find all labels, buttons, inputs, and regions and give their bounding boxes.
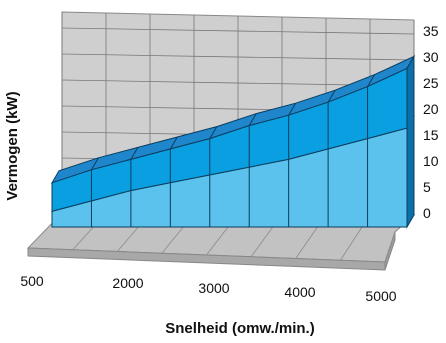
x-tick-label: 5000 bbox=[365, 288, 396, 304]
floor-side bbox=[384, 231, 396, 271]
x-tick-label: 4000 bbox=[284, 284, 315, 300]
series-depth-line bbox=[367, 74, 375, 87]
y-tick-label: 25 bbox=[423, 75, 439, 91]
series-depth-line bbox=[169, 136, 178, 150]
series-depth-line bbox=[91, 157, 99, 171]
series-depth-line bbox=[248, 113, 257, 126]
x-tick-label: 500 bbox=[20, 273, 44, 289]
series-depth-line bbox=[327, 89, 336, 103]
x-axis-ticks: 500 2000 3000 4000 5000 bbox=[20, 273, 396, 304]
y-tick-label: 20 bbox=[423, 101, 439, 117]
y-tick-label: 15 bbox=[423, 127, 439, 143]
series-side bbox=[406, 54, 415, 229]
y-axis-title: Vermogen (kW) bbox=[4, 91, 21, 200]
x-axis-title: Snelheid (omw./min.) bbox=[165, 320, 314, 337]
y-tick-label: 35 bbox=[423, 23, 439, 39]
series-depth-line bbox=[209, 126, 218, 139]
y-axis-ticks: 0 5 10 15 20 25 30 35 bbox=[423, 23, 439, 221]
y-tick-label: 30 bbox=[423, 49, 439, 65]
x-tick-label: 2000 bbox=[112, 275, 143, 291]
x-tick-label: 3000 bbox=[198, 280, 229, 296]
series-depth-line bbox=[288, 102, 297, 116]
y-tick-label: 10 bbox=[423, 153, 439, 169]
series-group bbox=[50, 54, 416, 229]
y-tick-label: 5 bbox=[423, 179, 431, 195]
y-tick-label: 0 bbox=[423, 205, 431, 221]
series-depth-line bbox=[130, 147, 139, 160]
